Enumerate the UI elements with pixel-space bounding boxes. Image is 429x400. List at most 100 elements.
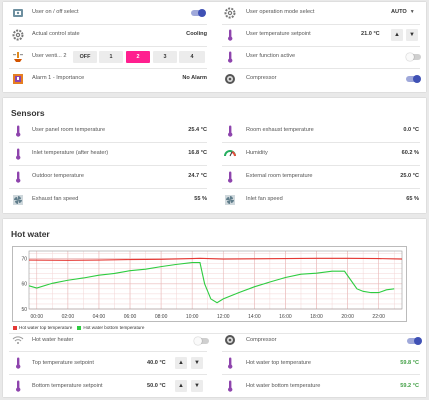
heater-toggle[interactable]: [194, 337, 209, 345]
gear-icon: [12, 29, 24, 41]
panel-temp-value: 25.4 °C: [188, 127, 207, 133]
operation-mode-value: AUTO: [391, 9, 407, 15]
top-setpoint-value: 40.0 °C: [147, 360, 166, 366]
temp-setpoint-up-button[interactable]: ▲: [391, 29, 403, 41]
x-tick-label: 02:00: [62, 314, 75, 320]
humidity-label: Humidity: [246, 150, 268, 156]
sensors-card: Sensors User panel room temperature 25.4…: [3, 98, 426, 213]
inlet-fan-label: Inlet fan speed: [246, 196, 283, 202]
ventilation-option-off[interactable]: OFF: [73, 51, 97, 63]
temp-setpoint-label: User temperature setpoint: [246, 31, 311, 37]
heater-label: Hot water heater: [32, 337, 74, 343]
thermometer-icon: [224, 171, 236, 183]
temp-setpoint-down-button[interactable]: ▼: [406, 29, 418, 41]
legend-swatch-bottom: [77, 325, 82, 330]
thermometer-icon: [224, 380, 236, 392]
hot-water-title: Hot water: [11, 229, 50, 239]
user-function-label: User function active: [246, 53, 296, 59]
ventilation-option-1[interactable]: 1: [99, 51, 123, 63]
y-tick-label: 60: [21, 282, 27, 288]
top-temp-label: Hot water top temperature: [246, 360, 311, 366]
x-tick-label: 22:00: [372, 314, 385, 320]
legend-label-bottom: Hot water bottom temperature: [83, 325, 145, 330]
compressor-icon: [224, 73, 236, 85]
top-temp-value: 59.8 °C: [400, 360, 419, 366]
exhaust-fan-value: 55 %: [194, 196, 207, 202]
inlet-temp-label: Inlet temperature (after heater): [32, 150, 109, 156]
bottom-temp-value: 59.2 °C: [400, 383, 419, 389]
x-tick-label: 06:00: [124, 314, 137, 320]
compressor-icon: [224, 334, 236, 346]
hot-water-chart: 00:00 02:00 04:00 06:00 08:00 10:00 12:00 14:00…: [21, 250, 403, 320]
y-tick-label: 70: [21, 256, 27, 262]
hw-compressor-toggle[interactable]: [407, 337, 422, 345]
chart-legend: Hot water top temperature Hot water bott…: [13, 325, 144, 330]
legend-label-top: Hot water top temperature: [19, 325, 73, 330]
bottom-setpoint-value: 50.0 °C: [147, 383, 166, 389]
alarm-icon: [12, 73, 24, 85]
external-temp-value: 25.0 °C: [400, 173, 419, 179]
x-tick-label: 18:00: [310, 314, 323, 320]
alarm-label: Alarm 1 - Importance: [32, 75, 85, 81]
fan-icon: [12, 194, 24, 206]
fan-level-icon: [12, 51, 24, 63]
hw-compressor-label: Compressor: [246, 337, 277, 343]
exhaust-temp-label: Room exhaust temperature: [246, 127, 314, 133]
x-tick-label: 14:00: [248, 314, 261, 320]
inlet-fan-value: 65 %: [406, 196, 419, 202]
user-function-toggle[interactable]: [406, 53, 421, 61]
control-state-value: Cooling: [186, 31, 207, 37]
thermometer-icon: [12, 171, 24, 183]
series-line-bottom-temp: [28, 262, 395, 304]
control-state-label: Actual control state: [32, 31, 80, 37]
ventilation-label: User venti... 2: [32, 53, 67, 59]
thermometer-icon: [12, 380, 24, 392]
top-setpoint-up-button[interactable]: ▲: [175, 357, 187, 369]
thermometer-icon: [12, 125, 24, 137]
x-tick-label: 12:00: [217, 314, 230, 320]
x-tick-label: 16:00: [279, 314, 292, 320]
inlet-temp-value: 16.8 °C: [188, 150, 207, 156]
ventilation-option-4[interactable]: 4: [179, 51, 205, 63]
plot-area: [28, 250, 403, 310]
series-line-top-temp: [28, 257, 403, 261]
y-tick-label: 50: [21, 307, 27, 313]
legend-swatch-top: [13, 325, 17, 330]
thermometer-icon: [224, 357, 236, 369]
outdoor-temp-label: Outdoor temperature: [32, 173, 84, 179]
exhaust-fan-label: Exhaust fan speed: [32, 196, 79, 202]
operation-mode-select[interactable]: AUTO ▼: [391, 9, 415, 15]
fan-icon: [224, 194, 236, 206]
x-tick-label: 10:00: [186, 314, 199, 320]
top-setpoint-label: Top temperature setpoint: [32, 360, 94, 366]
ventilation-option-2[interactable]: 2: [126, 51, 150, 63]
outdoor-temp-value: 24.7 °C: [188, 173, 207, 179]
controls-card: User on / off select User operation mode…: [3, 2, 426, 92]
compressor-label: Compressor: [246, 75, 277, 81]
bottom-setpoint-down-button[interactable]: ▼: [191, 380, 203, 392]
thermometer-icon: [224, 29, 236, 41]
chevron-down-icon: ▼: [409, 9, 415, 15]
chart-frame: 00:00 02:00 04:00 06:00 08:00 10:00 12:00 14:00…: [12, 246, 407, 322]
bottom-setpoint-label: Bottom temperature setpoint: [32, 383, 103, 389]
power-icon: [12, 7, 24, 19]
thermometer-icon: [12, 357, 24, 369]
compressor-toggle[interactable]: [406, 75, 421, 83]
exhaust-temp-value: 0.0 °C: [403, 127, 419, 133]
external-temp-label: External room temperature: [246, 173, 313, 179]
user-on-off-label: User on / off select: [32, 9, 79, 15]
operation-mode-label: User operation mode select: [246, 9, 315, 15]
hot-water-card: Hot water 00:00 02:00 04:00 06:00 08:00 10:00…: [3, 219, 426, 397]
gauge-icon: [224, 148, 236, 160]
ventilation-option-3[interactable]: 3: [153, 51, 177, 63]
thermometer-icon: [12, 148, 24, 160]
user-on-off-toggle[interactable]: [191, 9, 206, 17]
x-tick-label: 20:00: [341, 314, 354, 320]
wifi-heater-icon: [12, 334, 24, 346]
bottom-temp-label: Hot water bottom temperature: [246, 383, 321, 389]
top-setpoint-down-button[interactable]: ▼: [191, 357, 203, 369]
alarm-value: No Alarm: [182, 75, 207, 81]
x-tick-label: 04:00: [93, 314, 106, 320]
panel-temp-label: User panel room temperature: [32, 127, 106, 133]
bottom-setpoint-up-button[interactable]: ▲: [175, 380, 187, 392]
